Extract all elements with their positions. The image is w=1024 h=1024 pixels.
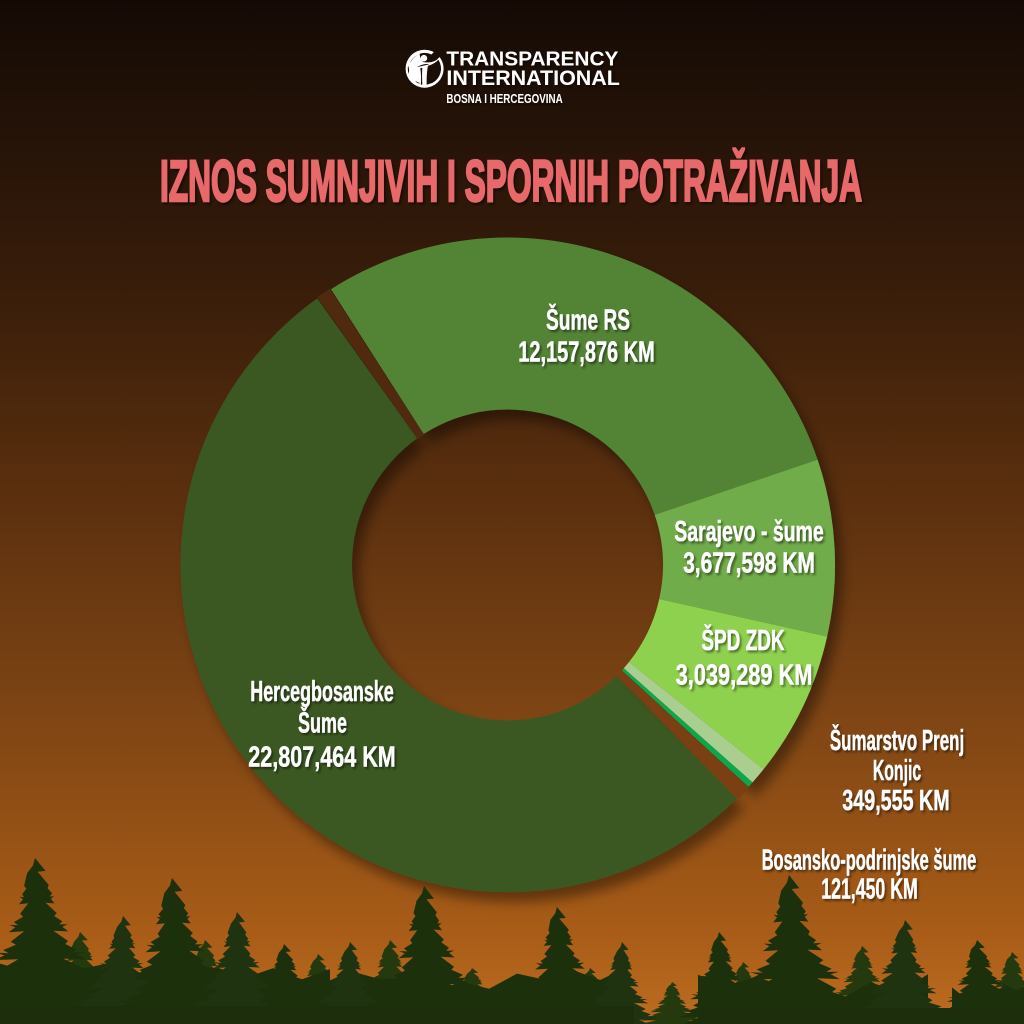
- svg-text:3,677,598 KM: 3,677,598 KM: [683, 547, 815, 579]
- svg-text:349,555 KM: 349,555 KM: [842, 785, 949, 817]
- svg-text:Konjic: Konjic: [873, 755, 921, 787]
- svg-text:TRANSPARENCY: TRANSPARENCY: [446, 48, 618, 70]
- svg-text:22,807,464 KM: 22,807,464 KM: [248, 742, 396, 774]
- svg-text:BOSNA I HERCEGOVINA: BOSNA I HERCEGOVINA: [446, 91, 563, 106]
- svg-text:Bosansko-podrinjske šume: Bosansko-podrinjske šume: [762, 844, 977, 876]
- svg-text:INTERNATIONAL: INTERNATIONAL: [446, 66, 619, 90]
- svg-text:Šumarstvo Prenj: Šumarstvo Prenj: [830, 724, 964, 757]
- svg-text:121,450 KM: 121,450 KM: [821, 874, 918, 906]
- svg-text:Sarajevo - šume: Sarajevo - šume: [674, 516, 823, 548]
- svg-text:Hercegbosanske: Hercegbosanske: [250, 676, 394, 708]
- svg-text:IZNOS SUMNJIVIH I SPORNIH POTR: IZNOS SUMNJIVIH I SPORNIH POTRAŽIVANJA: [160, 149, 862, 214]
- svg-text:12,157,876 KM: 12,157,876 KM: [518, 337, 654, 369]
- svg-text:ŠPD ZDK: ŠPD ZDK: [701, 624, 784, 657]
- svg-text:Šume: Šume: [298, 706, 347, 739]
- svg-text:Šume RS: Šume RS: [546, 303, 630, 336]
- svg-text:3,039,289 KM: 3,039,289 KM: [676, 659, 813, 691]
